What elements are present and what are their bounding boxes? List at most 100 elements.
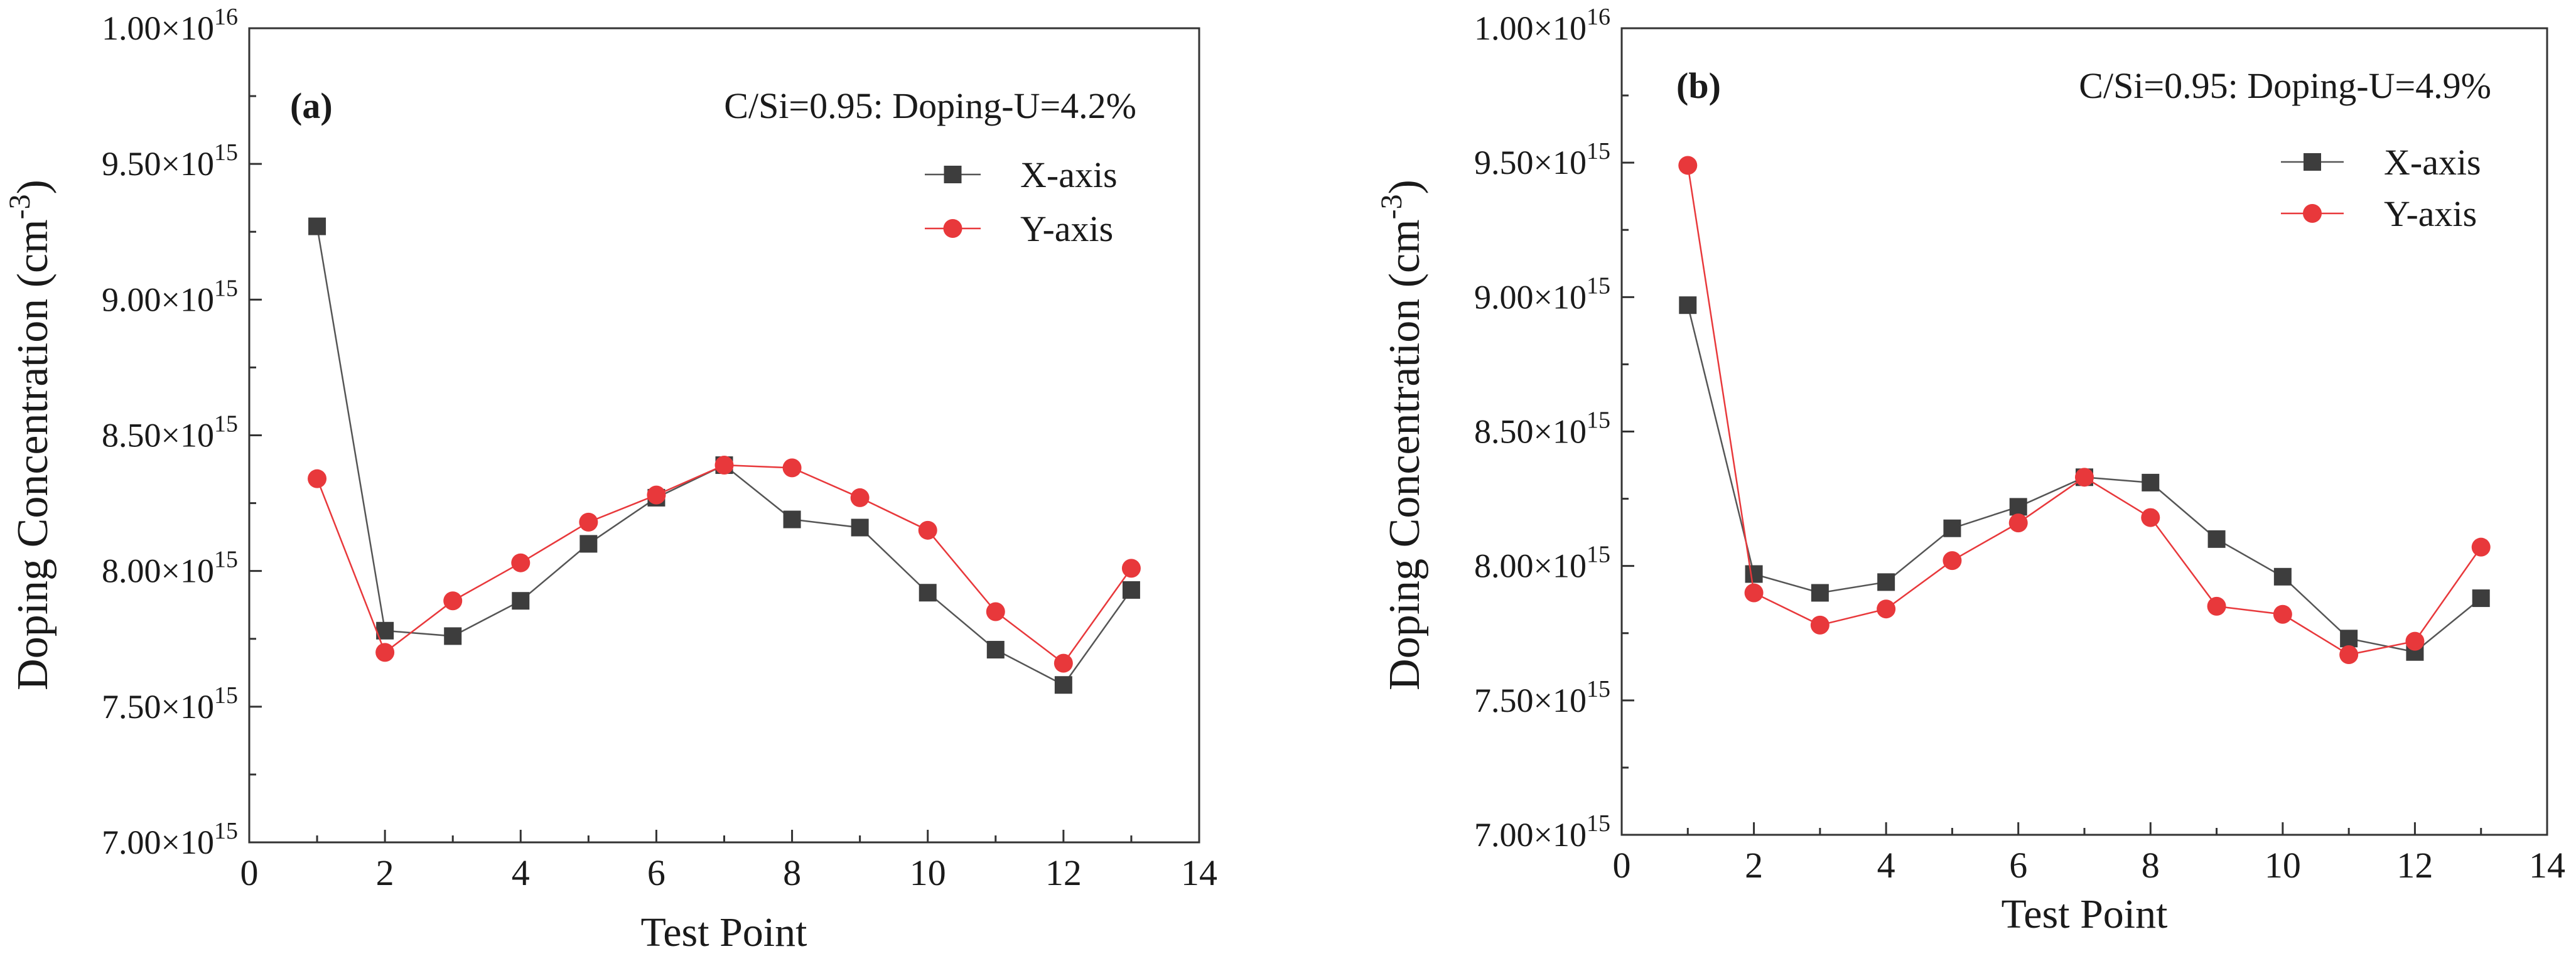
x-tick-label: 12: [1045, 852, 1082, 893]
data-point-square: [986, 641, 1005, 659]
x-tick-label: 2: [376, 852, 394, 893]
data-point-square: [1054, 676, 1072, 694]
legend-label: Y-axis: [1020, 208, 1113, 249]
data-point-square: [579, 535, 598, 553]
data-point-circle: [2207, 596, 2226, 616]
data-point-square: [2273, 567, 2292, 586]
data-point-circle: [2141, 508, 2160, 527]
data-point-circle: [443, 591, 463, 611]
data-point-square: [2340, 630, 2358, 648]
x-tick-label: 8: [783, 852, 801, 893]
x-tick-label: 14: [1181, 852, 1217, 893]
x-tick-label: 2: [1745, 845, 1763, 886]
legend-marker: [2303, 204, 2322, 223]
data-point-square: [851, 518, 869, 537]
panel-label: (b): [1676, 65, 1721, 106]
data-point-square: [2207, 530, 2226, 548]
y-tick-label: 8.00×1015: [102, 547, 238, 590]
data-point-circle: [1877, 599, 1896, 619]
y-tick-label: 8.00×1015: [1474, 542, 1610, 585]
annotation: C/Si=0.95: Doping-U=4.9%: [2079, 65, 2491, 106]
y-tick-label: 1.00×1016: [1474, 4, 1610, 47]
data-point-circle: [308, 469, 327, 488]
data-point-circle: [2405, 631, 2425, 651]
legend-marker: [944, 166, 962, 183]
y-tick-label: 9.00×1015: [1474, 272, 1610, 316]
data-point-square: [1679, 296, 1697, 314]
data-point-square: [919, 584, 937, 602]
x-tick-label: 0: [240, 852, 259, 893]
x-tick-label: 6: [647, 852, 666, 893]
data-point-circle: [1121, 559, 1141, 578]
data-point-square: [308, 217, 326, 235]
series-line-x-axis: [316, 226, 1132, 686]
y-tick-label: 7.00×1015: [1474, 810, 1610, 854]
panel-label: (a): [290, 85, 333, 126]
plot-frame: [248, 27, 1200, 844]
data-point-circle: [2339, 645, 2359, 665]
y-axis-label: Doping Concentration (cm-3): [3, 180, 57, 690]
y-tick-label: 9.50×1015: [102, 139, 238, 183]
data-point-square: [512, 592, 530, 610]
y-tick-label: 7.00×1015: [102, 818, 238, 861]
data-point-circle: [782, 458, 802, 478]
data-point-circle: [579, 512, 598, 532]
data-point-circle: [1744, 583, 1764, 603]
y-tick-label: 9.00×1015: [102, 275, 238, 318]
legend-label: X-axis: [2384, 142, 2481, 183]
x-tick-label: 4: [1877, 845, 1895, 886]
data-point-circle: [918, 520, 937, 540]
data-point-square: [1811, 584, 1829, 602]
data-point-square: [1122, 581, 1140, 599]
data-point-circle: [2075, 468, 2094, 487]
x-tick-label: 8: [2142, 845, 2160, 886]
y-tick-label: 8.50×1015: [1474, 407, 1610, 451]
x-tick-label: 4: [512, 852, 530, 893]
x-axis-label: Test Point: [641, 910, 807, 955]
data-point-circle: [511, 553, 531, 572]
data-point-square: [2142, 473, 2160, 491]
legend-marker: [2304, 153, 2321, 171]
x-tick-label: 6: [2009, 845, 2027, 886]
data-point-square: [444, 627, 462, 645]
annotation: C/Si=0.95: Doping-U=4.2%: [724, 85, 1136, 126]
legend-label: X-axis: [1020, 154, 1118, 195]
panel-b-chart: 0 2 4 6 8 10 12 14 7.00×1015 7.50×1015 8.00×1015 8.…: [1375, 4, 2565, 937]
data-point-square: [2472, 589, 2490, 608]
x-tick-label: 10: [910, 852, 946, 893]
x-axis-label: Test Point: [2002, 891, 2168, 937]
y-tick-label: 8.50×1015: [102, 411, 238, 454]
data-point-circle: [2008, 513, 2028, 533]
x-tick-label: 10: [2265, 845, 2301, 886]
data-point-circle: [850, 488, 870, 507]
data-point-square: [2009, 498, 2027, 516]
y-tick-label: 7.50×1015: [102, 682, 238, 726]
y-axis-label: Doping Concentration (cm-3): [1375, 180, 1429, 690]
data-point-circle: [2471, 537, 2491, 557]
y-tick-label: 9.50×1015: [1474, 138, 1610, 181]
data-point-circle: [1810, 615, 1830, 635]
data-point-square: [1745, 565, 1763, 583]
x-tick-label: 0: [1613, 845, 1631, 886]
y-tick-label: 7.50×1015: [1474, 676, 1610, 719]
data-point-circle: [714, 456, 734, 475]
data-point-circle: [1943, 551, 1962, 571]
data-point-circle: [986, 602, 1005, 621]
data-point-square: [783, 510, 801, 529]
legend-marker: [943, 219, 962, 238]
data-point-circle: [1054, 653, 1073, 673]
data-point-circle: [1678, 156, 1698, 175]
panel-a-chart: 0 2 4 6 8 10 12 14 7.00×1015 7.50×1015 8.00×1015 8.…: [3, 4, 1217, 955]
series-line-y-axis: [316, 464, 1132, 665]
data-point-circle: [2273, 604, 2292, 624]
data-point-square: [1877, 573, 1895, 591]
series-line-y-axis: [1687, 165, 2482, 656]
data-point-square: [1943, 519, 1961, 537]
x-tick-label: 14: [2529, 845, 2565, 886]
data-point-circle: [375, 643, 395, 662]
y-tick-label: 1.00×1016: [102, 4, 238, 47]
legend-label: Y-axis: [2384, 193, 2477, 234]
data-point-circle: [647, 485, 666, 505]
x-tick-label: 12: [2396, 845, 2433, 886]
